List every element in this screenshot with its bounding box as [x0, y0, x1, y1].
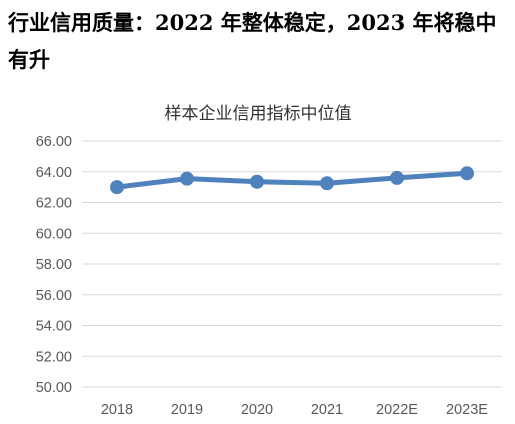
y-tick-label: 52.00	[36, 349, 72, 365]
y-tick-label: 58.00	[36, 257, 72, 273]
y-tick-label: 62.00	[36, 196, 72, 212]
data-point	[390, 170, 404, 185]
y-tick-label: 60.00	[36, 226, 72, 242]
data-point	[460, 166, 474, 181]
series-layer	[110, 166, 474, 195]
chart-svg: 样本企业信用指标中位值 50.00 52.00 54.00 56.00 58.00 60.…	[36, 104, 502, 418]
y-tick-label: 64.00	[36, 165, 72, 181]
y-tick-label: 50.00	[36, 380, 72, 396]
series-line	[114, 170, 470, 190]
x-tick-label: 2020	[241, 402, 273, 418]
x-tick-label: 2019	[171, 402, 203, 418]
line-chart: 样本企业信用指标中位值 50.00 52.00 54.00 56.00 58.00 60.…	[0, 88, 515, 424]
data-point	[250, 174, 264, 189]
x-tick-label: 2023E	[446, 402, 488, 418]
y-axis-ticks: 50.00 52.00 54.00 56.00 58.00 60.00 62.00 64.00…	[36, 134, 72, 396]
x-tick-label: 2018	[101, 402, 133, 418]
data-point	[320, 176, 334, 191]
y-tick-label: 66.00	[36, 134, 72, 150]
y-tick-label: 56.00	[36, 288, 72, 304]
x-axis-ticks: 2018 2019 2020 2021 2022E 2023E	[101, 402, 488, 418]
gridlines	[82, 140, 502, 388]
data-point	[180, 171, 194, 186]
chart-title: 样本企业信用指标中位值	[165, 104, 352, 124]
x-tick-label: 2021	[311, 402, 343, 418]
data-point	[110, 180, 124, 195]
x-tick-label: 2022E	[376, 402, 418, 418]
page-heading: 行业信用质量：2022 年整体稳定，2023 年将稳中有升	[8, 10, 497, 72]
y-tick-label: 54.00	[36, 319, 72, 335]
